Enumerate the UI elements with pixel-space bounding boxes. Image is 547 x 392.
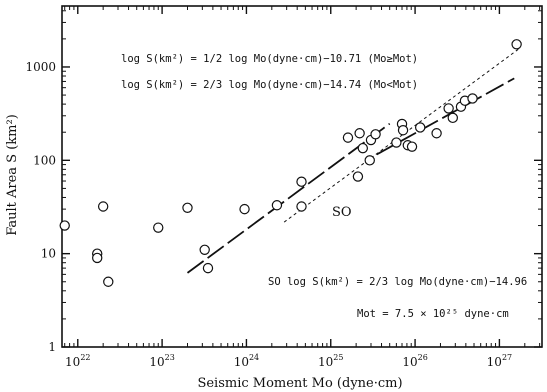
x-tick-exponent: 27	[502, 353, 512, 362]
x-tick-exponent: 25	[333, 353, 343, 362]
data-point	[92, 252, 103, 264]
data-point	[447, 112, 458, 124]
y-tick-label: 1	[48, 340, 56, 354]
data-point	[364, 155, 375, 166]
x-tick-label: 1022	[65, 353, 90, 369]
data-point	[397, 125, 409, 136]
x-tick-label: 1023	[149, 353, 174, 369]
equation-large-label: log S(km²) = 1/2 log Mo(dyne·cm)−10.71 (…	[121, 53, 418, 65]
x-tick-labels: 1022 1023 1024 1025 1026 1027	[65, 353, 512, 369]
data-point	[103, 276, 114, 287]
plot-frame	[61, 5, 543, 348]
x-tick-label: 1025	[318, 353, 343, 369]
data-point	[271, 200, 283, 211]
data-point	[414, 122, 426, 133]
data-point	[153, 222, 164, 233]
data-point	[199, 244, 210, 255]
y-tick-label: 10	[41, 247, 56, 261]
data-point	[511, 39, 522, 50]
data-point	[370, 129, 381, 140]
x-tick-label: 1027	[487, 353, 512, 369]
data-point	[296, 201, 307, 212]
so-line-label: SO	[332, 205, 352, 220]
data-point	[202, 262, 214, 274]
minor-ticks	[62, 6, 542, 347]
data-point	[352, 171, 364, 182]
y-tick-label: 1000	[25, 60, 56, 74]
data-point	[443, 103, 454, 114]
equation-small-label: log S(km²) = 2/3 log Mo(dyne·cm)−14.74 (…	[121, 79, 418, 91]
data-point	[296, 176, 307, 187]
data-point	[97, 201, 109, 212]
data-point	[406, 141, 418, 152]
data-point	[391, 137, 402, 148]
y-tick-label: 100	[33, 153, 56, 167]
data-point	[182, 202, 193, 213]
x-axis-title: Seismic Moment Mo (dyne·cm)	[197, 376, 402, 391]
data-point	[431, 128, 442, 139]
data-point	[342, 132, 354, 143]
data-points	[59, 39, 522, 287]
y-tick-labels: 1 10 100 1000	[25, 60, 56, 354]
mot-label: Mot = 7.5 × 10²⁵ dyne·cm	[357, 308, 509, 320]
y-axis-title: Fault Area S (km²)	[5, 114, 20, 236]
data-point	[59, 220, 70, 231]
x-tick-exponent: 24	[249, 353, 259, 362]
equation-so-label: SO log S(km²) = 2/3 log Mo(dyne·cm)−14.9…	[268, 276, 527, 288]
x-tick-exponent: 26	[418, 353, 428, 362]
data-point	[354, 128, 365, 139]
data-point	[357, 142, 369, 154]
data-point	[467, 93, 478, 104]
fit-small-line	[186, 122, 391, 274]
x-tick-label: 1026	[402, 353, 427, 369]
major-ticks	[62, 6, 542, 348]
x-tick-exponent: 23	[165, 353, 175, 362]
data-point	[239, 203, 250, 215]
x-tick-label: 1024	[234, 353, 259, 369]
x-tick-exponent: 22	[80, 353, 90, 362]
fit-so-line	[283, 48, 520, 223]
